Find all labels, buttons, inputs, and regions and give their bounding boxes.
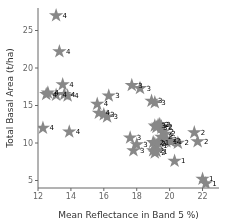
svg-text:4: 4 bbox=[49, 124, 54, 132]
svg-text:3: 3 bbox=[139, 147, 145, 155]
svg-text:2: 2 bbox=[184, 139, 188, 147]
svg-text:3: 3 bbox=[114, 113, 118, 121]
svg-text:2: 2 bbox=[161, 149, 165, 157]
svg-text:3: 3 bbox=[161, 99, 165, 107]
svg-text:25: 25 bbox=[23, 26, 33, 35]
svg-text:5: 5 bbox=[28, 176, 33, 185]
svg-text:1: 1 bbox=[181, 157, 185, 165]
svg-text:18: 18 bbox=[132, 192, 142, 201]
svg-text:3: 3 bbox=[143, 141, 147, 149]
svg-text:4: 4 bbox=[66, 48, 71, 56]
svg-text:3: 3 bbox=[158, 97, 163, 106]
svg-text:2: 2 bbox=[204, 138, 208, 146]
svg-text:4: 4 bbox=[74, 92, 79, 100]
svg-text:12: 12 bbox=[33, 192, 43, 201]
svg-text:3: 3 bbox=[137, 134, 141, 142]
svg-text:15: 15 bbox=[23, 101, 33, 110]
svg-text:4: 4 bbox=[104, 100, 109, 108]
svg-text:1: 1 bbox=[212, 180, 216, 188]
svg-text:2: 2 bbox=[168, 133, 172, 141]
svg-text:4: 4 bbox=[63, 12, 68, 20]
html-text:4 3: 4 3 bbox=[105, 109, 115, 119]
svg-text:1: 1 bbox=[178, 138, 182, 146]
svg-text:20: 20 bbox=[165, 192, 175, 201]
svg-text:14: 14 bbox=[66, 192, 76, 201]
svg-text:1: 1 bbox=[209, 175, 214, 184]
svg-text:Mean Reflectance in Band 5 %): Mean Reflectance in Band 5 %) bbox=[58, 210, 199, 220]
svg-text:1: 1 bbox=[173, 138, 177, 146]
svg-text:4: 4 bbox=[63, 91, 68, 99]
svg-text:3: 3 bbox=[163, 124, 167, 132]
svg-text:4: 4 bbox=[69, 81, 74, 89]
svg-text:20: 20 bbox=[23, 64, 33, 73]
svg-text:2: 2 bbox=[201, 129, 205, 137]
svg-text:4: 4 bbox=[76, 128, 81, 136]
svg-text:4: 4 bbox=[54, 89, 59, 97]
svg-text:3: 3 bbox=[147, 85, 151, 93]
svg-text:16: 16 bbox=[99, 192, 109, 201]
svg-text:3: 3 bbox=[138, 82, 142, 90]
svg-text:3: 3 bbox=[115, 92, 119, 100]
svg-text:Total Basal Area (t/ha): Total Basal Area (t/ha) bbox=[8, 48, 15, 149]
svg-text:22: 22 bbox=[197, 192, 207, 201]
svg-text:10: 10 bbox=[23, 139, 33, 148]
